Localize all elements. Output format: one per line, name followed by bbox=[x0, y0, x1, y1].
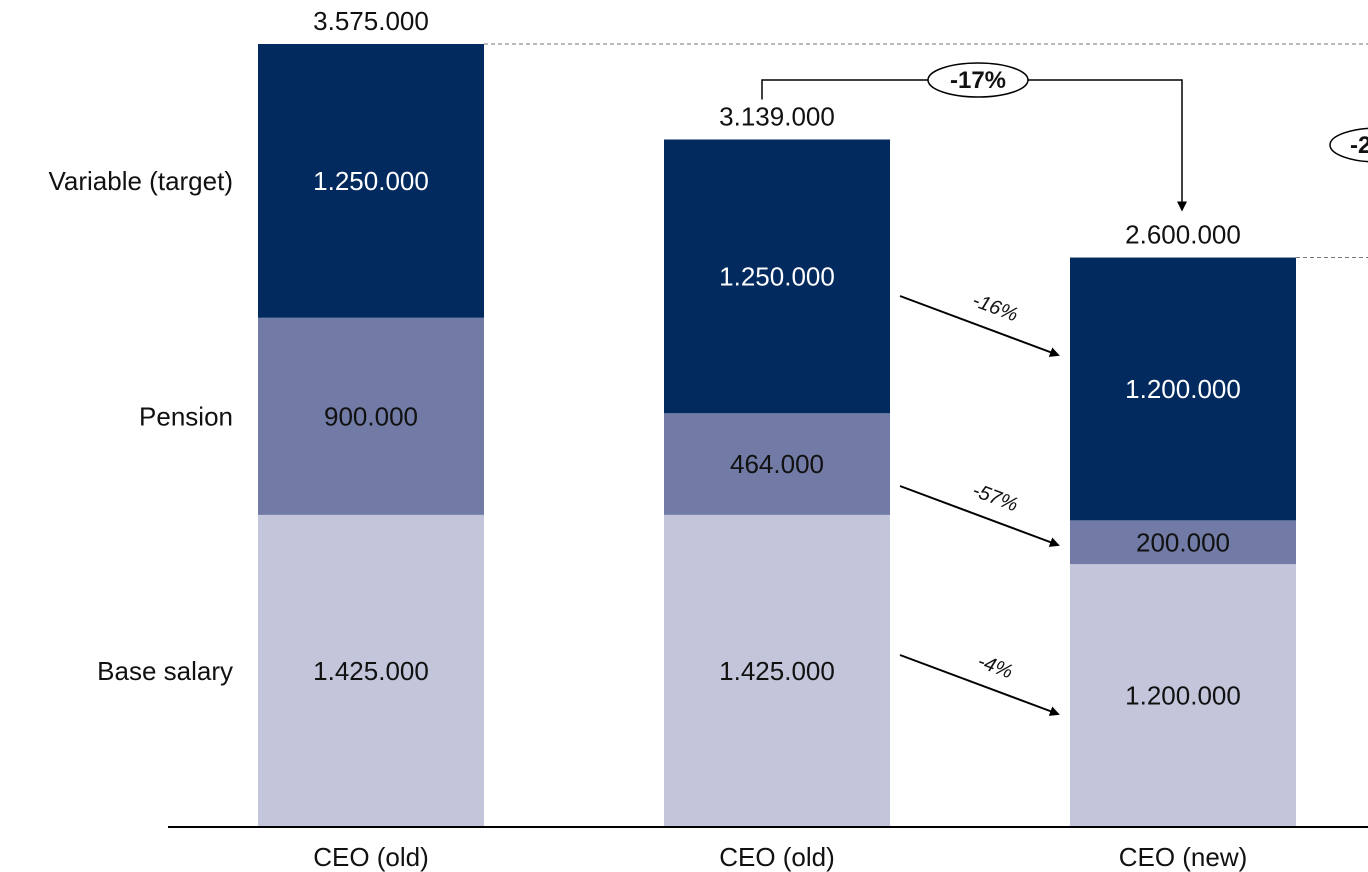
row-label-variable-target-: Variable (target) bbox=[49, 166, 234, 196]
change-label-2: -57% bbox=[969, 479, 1020, 516]
change-arrow-1 bbox=[899, 295, 1060, 357]
category-label-1: CEO (old) bbox=[313, 842, 429, 872]
segment-label: 1.200.000 bbox=[1125, 374, 1241, 404]
total-change-label: -17% bbox=[950, 67, 1006, 94]
category-label-3: CEO (new) bbox=[1119, 842, 1248, 872]
partial-change-bubble bbox=[1329, 127, 1368, 163]
segment-label: 464.000 bbox=[730, 449, 824, 479]
category-label-2: CEO (old) bbox=[719, 842, 835, 872]
bar-segment-pension-1 bbox=[258, 317, 484, 515]
total-label-3: 2.600.000 bbox=[1125, 220, 1241, 250]
bar-segment-pension-3 bbox=[1070, 520, 1296, 565]
bar-segment-pension-2 bbox=[664, 413, 890, 515]
bar-segment-base-salary-1 bbox=[258, 514, 484, 827]
row-label-pension: Pension bbox=[139, 401, 233, 431]
bar-segment-base-salary-2 bbox=[664, 514, 890, 827]
bars-layer: 1.425.000 900.000 1.250.000 3.575.000 CEO (o… bbox=[168, 6, 1368, 872]
change-label-1: -16% bbox=[969, 289, 1020, 326]
change-label-3: -4% bbox=[975, 650, 1016, 683]
segment-label: 1.250.000 bbox=[313, 166, 429, 196]
total-change-bubble bbox=[927, 62, 1029, 98]
bar-segment-variable-target--3 bbox=[1070, 257, 1296, 521]
change-arrow-3 bbox=[899, 654, 1060, 716]
change-arrow-2 bbox=[899, 485, 1060, 547]
segment-label: 900.000 bbox=[324, 401, 418, 431]
segment-label: 1.425.000 bbox=[719, 656, 835, 686]
annotation-layer: Variable (target) Pension Base salary -16% -… bbox=[49, 43, 1368, 716]
segment-label: 200.000 bbox=[1136, 527, 1230, 557]
bar-segment-variable-target--2 bbox=[664, 139, 890, 414]
row-label-base-salary: Base salary bbox=[97, 656, 233, 686]
total-label-2: 3.139.000 bbox=[719, 101, 835, 131]
segment-label: 1.250.000 bbox=[719, 261, 835, 291]
total-label-1: 3.575.000 bbox=[313, 6, 429, 36]
bar-segment-base-salary-3 bbox=[1070, 564, 1296, 827]
bar-segment-variable-target--1 bbox=[258, 44, 484, 318]
segment-label: 1.200.000 bbox=[1125, 681, 1241, 711]
partial-change-label: -2 bbox=[1350, 132, 1368, 159]
segment-label: 1.425.000 bbox=[313, 656, 429, 686]
